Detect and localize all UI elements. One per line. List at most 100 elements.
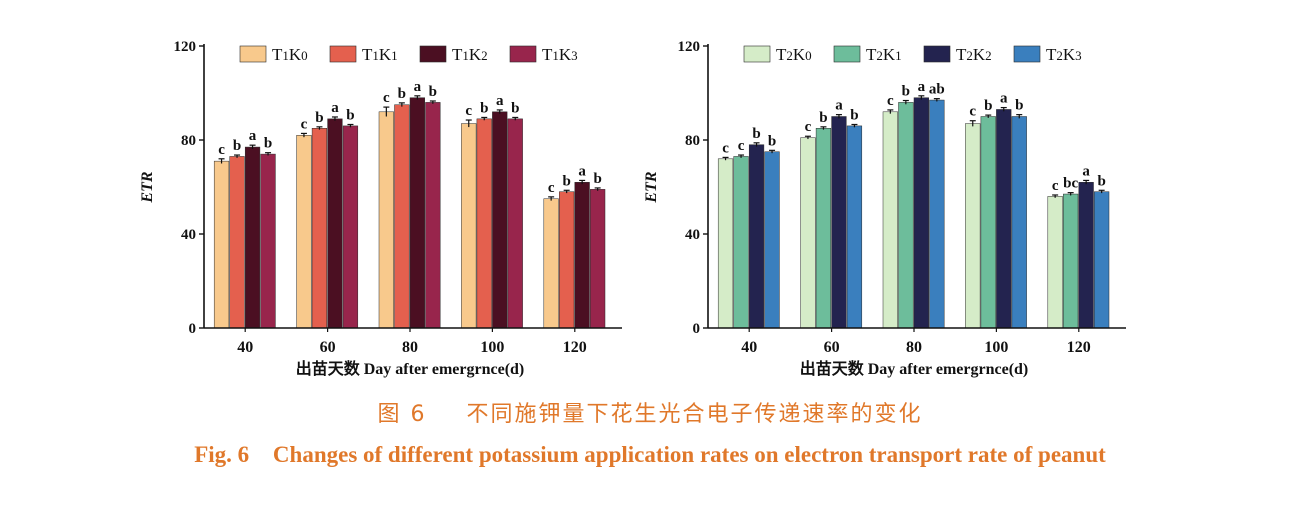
legend-label-t2k2: T2K2: [956, 45, 992, 64]
caption-chinese-text: 不同施钾量下花生光合电子传递速率的变化: [466, 402, 923, 427]
significance-letter: b: [511, 100, 519, 116]
bar-t2k1-80: [898, 102, 914, 329]
caption-chinese: 图 6 不同施钾量下花生光合电子传递速率的变化: [0, 396, 1300, 428]
legend-swatch-t2k3: [1013, 45, 1041, 63]
significance-letter: b: [1097, 173, 1105, 189]
bar-t1k3-100: [507, 118, 523, 329]
y-axis-label: ETR: [643, 171, 660, 203]
bar-t1k1-100: [476, 118, 492, 329]
significance-letter: b: [850, 107, 858, 123]
y-tick-label: 80: [181, 133, 196, 149]
bar-t1k0-100: [461, 123, 477, 329]
bar-t2k2-80: [913, 97, 929, 329]
legend-swatch-t1k2: [419, 45, 447, 63]
legend-swatch-t1k1: [329, 45, 357, 63]
significance-letter: b: [902, 84, 910, 100]
x-tick-label: 40: [741, 339, 757, 356]
bar-t1k2-120: [574, 182, 590, 329]
significance-letter: c: [738, 138, 745, 154]
legend-label-t2k1: T2K1: [866, 45, 902, 64]
y-axis-label: ETR: [139, 171, 156, 203]
x-axis-label: 出苗天数 Day after emergrnce(d): [296, 359, 525, 378]
bar-t2k1-120: [1063, 193, 1079, 329]
significance-letter: b: [1015, 98, 1023, 114]
bar-t2k0-100: [965, 123, 981, 329]
bar-t1k1-40: [229, 156, 245, 329]
x-tick-label: 60: [320, 339, 336, 356]
bar-t2k3-80: [929, 99, 945, 329]
bar-t2k0-120: [1047, 196, 1063, 329]
significance-letter: a: [578, 163, 586, 179]
significance-letter: c: [301, 116, 308, 132]
significance-letter: a: [414, 79, 422, 95]
bar-t2k3-100: [1011, 116, 1027, 329]
legend-label-t1k3: T1K3: [542, 45, 578, 64]
significance-letter: a: [835, 98, 843, 114]
significance-letter: b: [233, 138, 241, 154]
legend-label-t1k0: T1K0: [272, 45, 308, 64]
x-tick-label: 40: [237, 339, 253, 356]
legend-label-t2k3: T2K3: [1046, 45, 1082, 64]
bar-t2k0-80: [882, 111, 898, 329]
bar-t1k0-40: [213, 160, 230, 329]
y-tick-label: 40: [181, 227, 196, 243]
bar-t2k1-60: [815, 128, 832, 329]
x-tick-label: 120: [1067, 339, 1091, 356]
significance-letter: bc: [1063, 176, 1078, 192]
significance-letter: b: [984, 98, 992, 114]
significance-letter: c: [887, 93, 894, 109]
bar-t1k3-120: [590, 189, 606, 329]
bar-t2k1-40: [733, 156, 749, 329]
bar-t2k3-120: [1094, 191, 1110, 329]
legend-swatch-t2k1: [833, 45, 861, 63]
significance-letter: b: [398, 86, 406, 102]
bar-t2k0-40: [717, 158, 734, 329]
bar-t2k3-40: [764, 151, 780, 329]
caption-english-text: Changes of different potassium applicati…: [272, 442, 1106, 467]
x-tick-label: 80: [906, 339, 922, 356]
significance-letter: c: [465, 103, 472, 119]
significance-letter: c: [805, 119, 812, 135]
significance-letter: c: [1052, 178, 1059, 194]
significance-letter: a: [249, 128, 257, 144]
significance-letter: b: [315, 110, 323, 126]
significance-letter: c: [548, 180, 555, 196]
bar-t1k0-80: [378, 111, 394, 329]
bar-t2k0-60: [800, 137, 816, 329]
legend-label-t1k2: T1K2: [452, 45, 488, 64]
bar-t2k2-40: [748, 144, 765, 329]
caption-chinese-label: 图 6: [377, 402, 427, 427]
significance-letter: a: [1082, 163, 1090, 179]
y-tick-label: 80: [685, 133, 700, 149]
bar-t1k3-40: [260, 153, 276, 329]
x-tick-label: 120: [563, 339, 587, 356]
legend-swatch-t1k3: [509, 45, 537, 63]
significance-letter: b: [752, 126, 760, 142]
bar-t1k1-120: [559, 191, 575, 329]
caption-english-label: Fig. 6: [194, 442, 250, 467]
significance-letter: c: [383, 90, 390, 106]
bar-t2k3-60: [846, 125, 863, 329]
y-tick-label: 0: [189, 321, 197, 337]
significance-letter: a: [496, 93, 504, 109]
bar-t2k2-120: [1078, 182, 1094, 329]
bar-t1k0-120: [543, 198, 559, 329]
legend-swatch-t1k0: [239, 45, 267, 63]
significance-letter: c: [218, 142, 225, 158]
y-tick-label: 0: [693, 321, 701, 337]
bar-t1k1-60: [311, 128, 328, 329]
significance-letter: b: [768, 133, 776, 149]
bar-t1k3-60: [342, 125, 359, 329]
bar-t1k3-80: [425, 102, 441, 329]
significance-letter: a: [1000, 91, 1008, 107]
y-tick-label: 40: [685, 227, 700, 243]
bar-t1k1-80: [394, 104, 410, 329]
bar-t1k2-40: [244, 146, 261, 329]
bar-t2k2-60: [831, 116, 847, 329]
bar-t1k2-80: [409, 97, 425, 329]
x-tick-label: 100: [480, 339, 504, 356]
y-tick-label: 120: [678, 39, 701, 55]
bar-t1k2-100: [492, 111, 508, 329]
legend-label-t2k0: T2K0: [776, 45, 812, 64]
